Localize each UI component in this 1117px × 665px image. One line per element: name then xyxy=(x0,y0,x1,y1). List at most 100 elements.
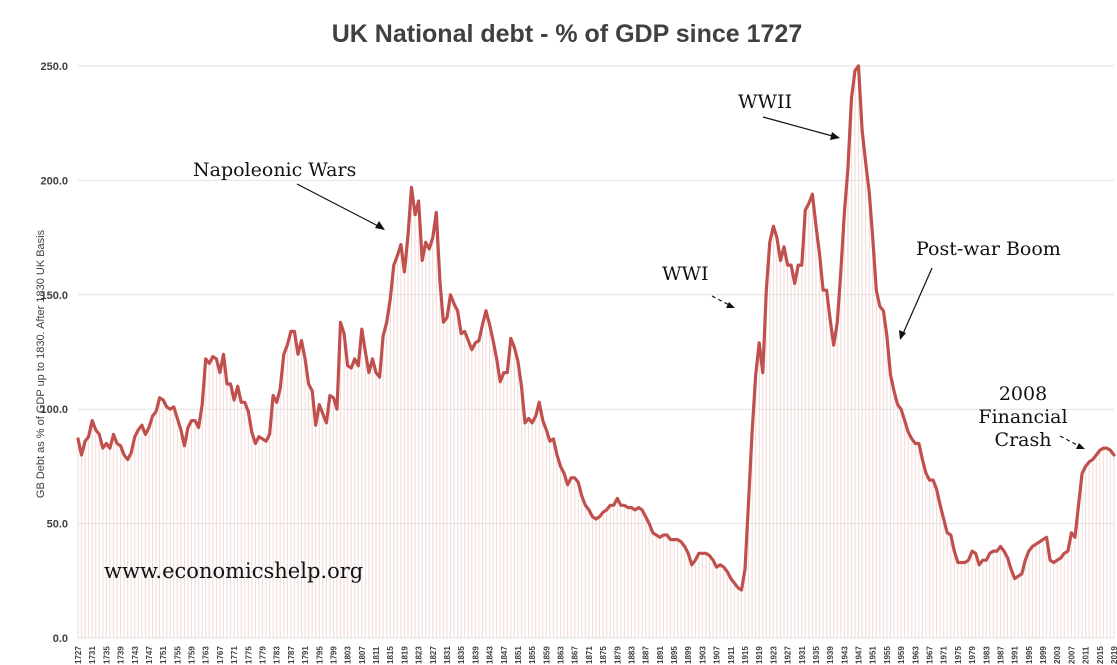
x-tick-label: 2011 xyxy=(1082,646,1091,664)
x-tick-label: 1955 xyxy=(883,646,892,664)
x-tick-label: 1783 xyxy=(273,646,282,664)
annotation-post-war-boom: Post-war Boom xyxy=(916,238,1061,260)
arrow-wwi xyxy=(711,295,732,307)
chart-title: UK National debt - % of GDP since 1727 xyxy=(332,20,802,48)
x-tick-label: 1731 xyxy=(88,646,97,664)
x-tick-label: 1751 xyxy=(159,646,168,664)
x-tick-label: 1859 xyxy=(542,646,551,664)
x-tick-label: 1735 xyxy=(102,646,111,664)
arrowhead-2008-crash xyxy=(1076,443,1085,449)
x-tick-label: 1879 xyxy=(613,646,622,664)
y-tick-label: 50.0 xyxy=(47,519,68,531)
x-tick-label: 1923 xyxy=(769,646,778,664)
x-tick-label: 1755 xyxy=(173,646,182,664)
x-tick-label: 1903 xyxy=(698,646,707,664)
x-tick-label: 1791 xyxy=(301,646,310,664)
y-tick-label: 250.0 xyxy=(40,61,68,73)
x-tick-label: 1975 xyxy=(954,646,963,664)
x-tick-label: 2007 xyxy=(1067,646,1076,664)
arrowhead-napoleonic-wars xyxy=(375,221,385,230)
x-tick-label: 1759 xyxy=(188,646,197,664)
arrow-napoleonic-wars xyxy=(296,183,383,229)
annotation-crash: Crash xyxy=(995,429,1052,451)
x-tick-label: 1951 xyxy=(869,646,878,664)
x-tick-label: 1979 xyxy=(968,646,977,664)
x-tick-label: 1795 xyxy=(315,646,324,664)
x-tick-label: 1871 xyxy=(585,646,594,664)
x-tick-label: 1987 xyxy=(997,646,1006,664)
x-tick-label: 1927 xyxy=(784,646,793,664)
x-tick-label: 1799 xyxy=(330,646,339,664)
x-tick-label: 1779 xyxy=(259,646,268,664)
x-tick-label: 1911 xyxy=(727,646,736,664)
annotation-wwii: WWII xyxy=(738,91,792,113)
x-tick-label: 1931 xyxy=(798,646,807,664)
x-tick-label: 1835 xyxy=(457,646,466,664)
annotation-wwi: WWI xyxy=(662,263,709,285)
arrowhead-wwii xyxy=(830,132,840,140)
x-tick-label: 1831 xyxy=(443,646,452,664)
x-tick-label: 1959 xyxy=(897,646,906,664)
x-tick-label: 1771 xyxy=(230,646,239,664)
x-tick-label: 1919 xyxy=(755,646,764,664)
x-tick-label: 1827 xyxy=(429,646,438,664)
x-tick-label: 1839 xyxy=(471,646,480,664)
y-tick-label: 200.0 xyxy=(40,175,68,187)
x-tick-label: 1983 xyxy=(982,646,991,664)
x-tick-label: 1887 xyxy=(642,646,651,664)
annotation-2008: 2008 xyxy=(999,383,1047,405)
x-tick-label: 1891 xyxy=(656,646,665,664)
annotation-napoleonic-wars: Napoleonic Wars xyxy=(193,159,356,181)
x-tick-label: 1915 xyxy=(741,646,750,664)
x-tick-label: 1823 xyxy=(415,646,424,664)
x-tick-label: 1787 xyxy=(287,646,296,664)
x-tick-label: 1875 xyxy=(599,646,608,664)
x-tick-label: 1943 xyxy=(840,646,849,664)
x-tick-label: 1967 xyxy=(926,646,935,664)
x-tick-label: 1727 xyxy=(74,646,83,664)
watermark-website: www.economicshelp.org xyxy=(104,559,363,583)
drop-lines xyxy=(77,66,1115,638)
arrow-2008-crash xyxy=(1059,435,1082,448)
x-tick-label: 1855 xyxy=(528,646,537,664)
arrow-post-war-boom xyxy=(901,267,933,337)
x-tick-label: 1819 xyxy=(400,646,409,664)
x-tick-label: 1747 xyxy=(145,646,154,664)
x-tick-label: 2015 xyxy=(1096,646,1105,664)
x-tick-label: 1995 xyxy=(1025,646,1034,664)
x-tick-label: 1851 xyxy=(514,646,523,664)
x-tick-label: 2019 xyxy=(1110,646,1117,664)
arrow-wwii xyxy=(762,116,837,138)
x-tick-label: 1811 xyxy=(372,646,381,664)
x-tick-label: 1999 xyxy=(1039,646,1048,664)
x-tick-label: 1847 xyxy=(500,646,509,664)
x-tick-label: 1843 xyxy=(486,646,495,664)
x-tick-label: 1763 xyxy=(202,646,211,664)
x-tick-label: 1775 xyxy=(244,646,253,664)
y-tick-label: 150.0 xyxy=(40,290,68,302)
x-tick-label: 1895 xyxy=(670,646,679,664)
x-tick-labels: 1727 1731 1735 1739 1743 1747 1751 1755 1759 1763… xyxy=(74,646,1117,664)
x-tick-label: 1803 xyxy=(344,646,353,664)
x-tick-label: 1863 xyxy=(557,646,566,664)
x-tick-label: 1767 xyxy=(216,646,225,664)
y-tick-label: 100.0 xyxy=(40,404,68,416)
x-tick-label: 1939 xyxy=(826,646,835,664)
x-tick-label: 1899 xyxy=(684,646,693,664)
x-tick-label: 1971 xyxy=(940,646,949,664)
x-tick-label: 1867 xyxy=(571,646,580,664)
x-tick-label: 1739 xyxy=(117,646,126,664)
annotation-financial: Financial xyxy=(978,406,1067,428)
y-axis-label: GB Debt as % of GDP up to 1830. After 18… xyxy=(35,229,47,498)
y-tick-labels: 0.0 50.0 100.0 150.0 200.0 250.0 xyxy=(40,61,68,645)
x-tick-label: 1815 xyxy=(386,646,395,664)
x-tick-label: 1935 xyxy=(812,646,821,664)
x-tick-label: 2003 xyxy=(1053,646,1062,664)
x-tick-label: 1807 xyxy=(358,646,367,664)
y-tick-label: 0.0 xyxy=(53,633,68,645)
arrowhead-post-war-boom xyxy=(899,330,906,340)
x-tick-label: 1991 xyxy=(1011,646,1020,664)
series-line-debt xyxy=(76,64,1116,592)
